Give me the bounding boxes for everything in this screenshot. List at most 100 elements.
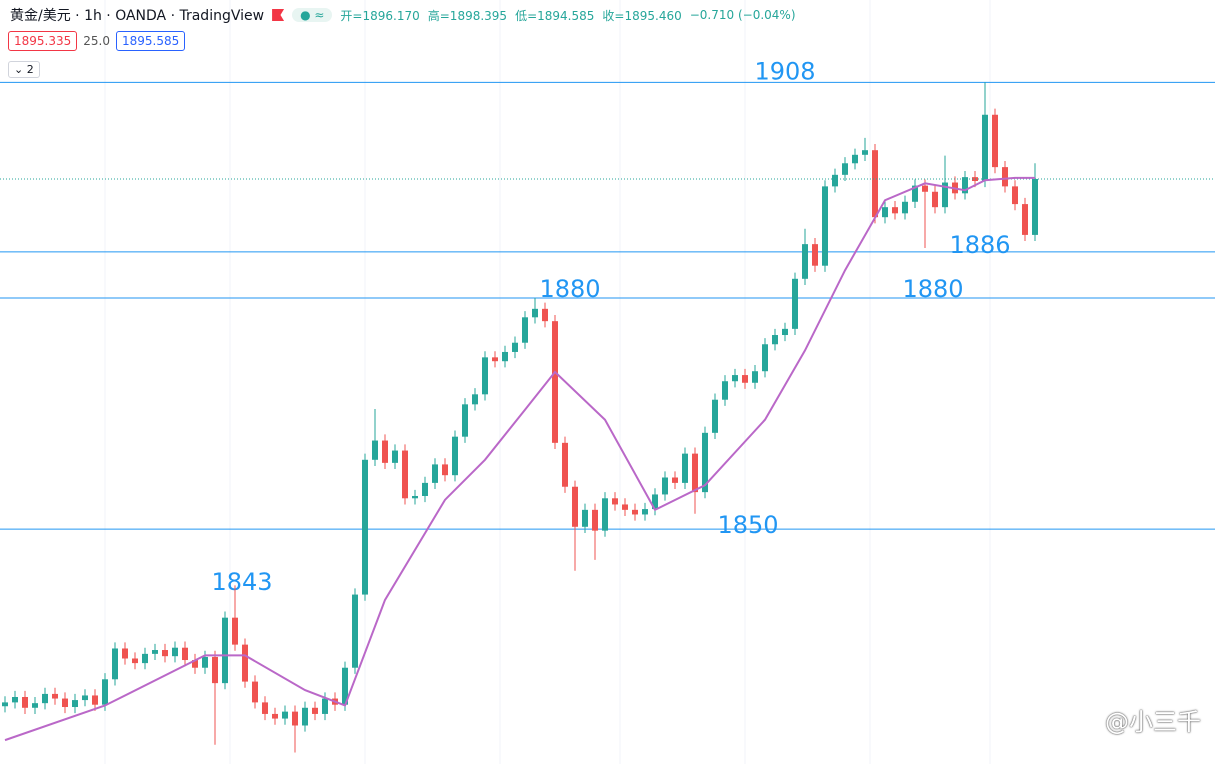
candle-body bbox=[22, 696, 28, 708]
candle-body bbox=[932, 191, 938, 208]
quote-row: 1895.335 25.0 1895.585 bbox=[8, 31, 186, 51]
candle-body bbox=[652, 494, 658, 510]
candle-body bbox=[592, 509, 598, 531]
candle-body bbox=[962, 177, 968, 194]
bid[interactable]: 1895.335 bbox=[8, 31, 78, 51]
candle-body bbox=[832, 174, 838, 187]
candle-body bbox=[262, 702, 268, 714]
candle-body bbox=[902, 201, 908, 214]
candle-body bbox=[32, 703, 38, 708]
candle-body bbox=[982, 114, 988, 181]
candle-body bbox=[462, 404, 468, 437]
candle-body bbox=[492, 357, 498, 362]
candle-body bbox=[542, 308, 548, 322]
candle-body bbox=[602, 498, 608, 531]
candle-body bbox=[992, 114, 998, 168]
candle-body bbox=[472, 394, 478, 405]
candle-body bbox=[752, 371, 758, 383]
candle-body bbox=[352, 594, 358, 668]
candle-body bbox=[802, 244, 808, 279]
candle-body bbox=[942, 182, 948, 208]
candle-body bbox=[112, 648, 118, 680]
candle-body bbox=[162, 650, 168, 657]
candle-body bbox=[872, 150, 878, 218]
candle-body bbox=[672, 477, 678, 483]
level-label: 1880 bbox=[902, 275, 963, 303]
change: −0.710 (−0.04%) bbox=[689, 8, 796, 22]
candle-body bbox=[52, 693, 58, 699]
candle-body bbox=[662, 477, 668, 495]
candle-body bbox=[582, 509, 588, 527]
candle-body bbox=[1002, 167, 1008, 187]
candle-body bbox=[412, 495, 418, 499]
candle-body bbox=[282, 711, 288, 719]
symbol[interactable]: 黄金/美元 · 1h · OANDA · TradingView bbox=[10, 8, 265, 24]
level-label: 1880 bbox=[539, 275, 600, 303]
candle-body bbox=[922, 185, 928, 192]
candle-body bbox=[852, 154, 858, 164]
candle-body bbox=[442, 464, 448, 476]
candle-body bbox=[302, 707, 308, 726]
candle-body bbox=[362, 459, 368, 595]
candle-body bbox=[92, 695, 98, 705]
candle-body bbox=[222, 617, 228, 684]
indicators-count: 2 bbox=[26, 63, 34, 76]
candle-body bbox=[132, 658, 138, 664]
candle-body bbox=[912, 185, 918, 202]
level-label: 1843 bbox=[211, 568, 272, 596]
candle-body bbox=[422, 482, 428, 496]
candle-body bbox=[712, 399, 718, 433]
candle-body bbox=[2, 702, 8, 707]
candle-body bbox=[532, 308, 538, 318]
candle-body bbox=[722, 381, 728, 400]
candle-body bbox=[1012, 186, 1018, 205]
candle-body bbox=[562, 442, 568, 487]
candle-body bbox=[202, 656, 208, 668]
candle-body bbox=[482, 357, 488, 395]
candle-body bbox=[702, 432, 708, 493]
candle-body bbox=[182, 647, 188, 661]
ohlc-open: 开=1896.170 bbox=[340, 8, 420, 23]
candle-body bbox=[242, 644, 248, 682]
ask[interactable]: 1895.585 bbox=[115, 31, 186, 51]
candle-body bbox=[382, 440, 388, 463]
moving-average bbox=[4, 176, 1035, 742]
candle-body bbox=[72, 700, 78, 708]
candle-body bbox=[272, 713, 278, 719]
candle-body bbox=[232, 617, 238, 645]
candle-body bbox=[192, 660, 198, 668]
candle-body bbox=[102, 679, 108, 705]
candle-body bbox=[292, 711, 298, 726]
candle-body bbox=[62, 698, 68, 708]
candle-body bbox=[842, 163, 848, 175]
candle-body bbox=[512, 342, 518, 352]
candle-body bbox=[252, 681, 258, 703]
candle-body bbox=[732, 375, 738, 382]
candle-body bbox=[392, 450, 398, 463]
watermark: @小三千 bbox=[1105, 708, 1201, 736]
candle-body bbox=[612, 498, 618, 505]
candle-body bbox=[1032, 178, 1038, 235]
candle-body bbox=[82, 695, 88, 701]
level-label: 1850 bbox=[717, 511, 778, 539]
candle-body bbox=[772, 335, 778, 345]
indicators-toggle[interactable]: ⌄ 2 bbox=[8, 61, 40, 78]
candle-body bbox=[882, 207, 888, 218]
candle-body bbox=[432, 464, 438, 483]
candle-body bbox=[152, 650, 158, 654]
candle-body bbox=[692, 453, 698, 493]
flag-icon[interactable] bbox=[272, 9, 285, 21]
candle-body bbox=[762, 344, 768, 372]
candle-body bbox=[42, 693, 48, 704]
candle-body bbox=[322, 698, 328, 714]
ohlc-high: 高=1898.395 bbox=[427, 8, 508, 23]
candle-body bbox=[862, 150, 868, 155]
status-pill[interactable]: ● ≈ bbox=[292, 8, 333, 22]
candle-body bbox=[372, 440, 378, 460]
candle-body bbox=[212, 656, 218, 684]
candle-body bbox=[552, 321, 558, 443]
level-label: 1886 bbox=[949, 231, 1010, 259]
candle-body bbox=[402, 450, 408, 499]
